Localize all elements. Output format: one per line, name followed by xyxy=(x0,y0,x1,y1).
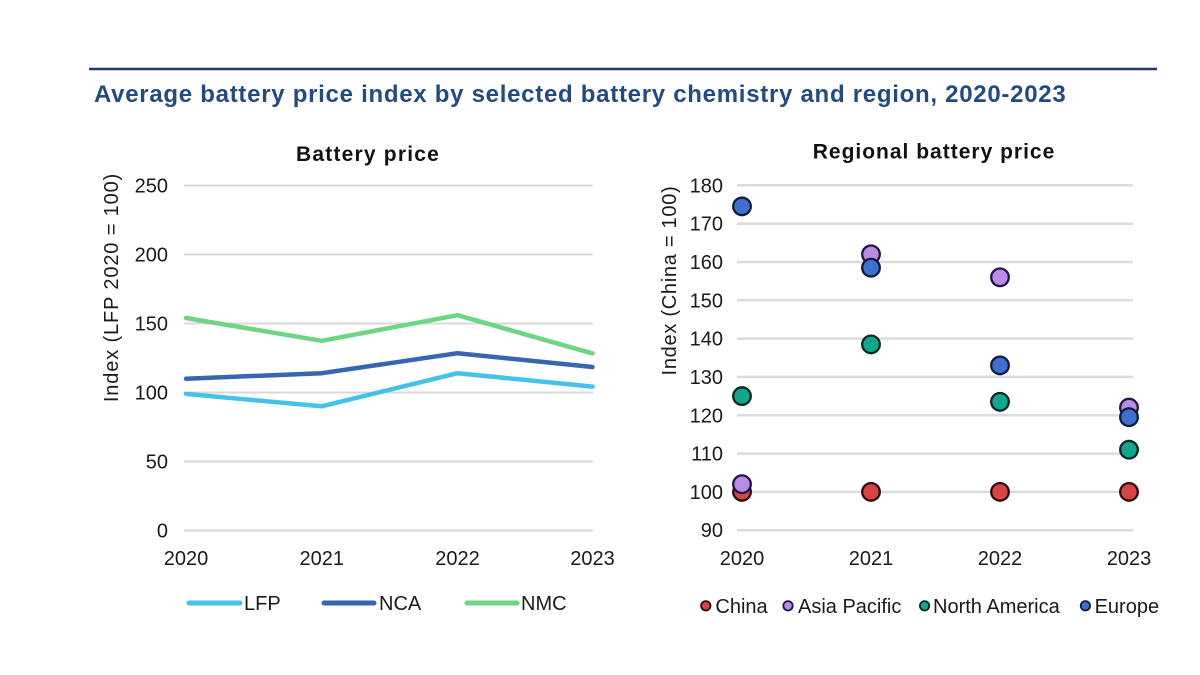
svg-text:Battery price: Battery price xyxy=(296,143,440,166)
svg-text:140: 140 xyxy=(690,329,723,351)
svg-text:LFP: LFP xyxy=(244,593,281,615)
svg-text:2022: 2022 xyxy=(978,548,1023,570)
svg-text:200: 200 xyxy=(135,245,168,267)
svg-text:250: 250 xyxy=(135,176,168,198)
svg-text:2023: 2023 xyxy=(570,548,615,570)
svg-text:2021: 2021 xyxy=(300,548,345,570)
svg-text:90: 90 xyxy=(701,520,723,542)
svg-text:China: China xyxy=(715,596,768,618)
svg-text:2020: 2020 xyxy=(720,548,765,570)
svg-text:170: 170 xyxy=(690,214,723,236)
svg-text:2022: 2022 xyxy=(435,548,480,570)
svg-text:180: 180 xyxy=(690,175,723,197)
svg-text:Europe: Europe xyxy=(1095,596,1160,618)
svg-text:2023: 2023 xyxy=(1107,548,1152,570)
svg-text:0: 0 xyxy=(157,521,168,543)
svg-text:North America: North America xyxy=(933,596,1061,618)
svg-text:Asia Pacific: Asia Pacific xyxy=(798,596,901,618)
svg-text:130: 130 xyxy=(690,367,723,389)
svg-text:50: 50 xyxy=(146,452,168,474)
svg-text:150: 150 xyxy=(135,314,168,336)
svg-text:Regional battery price: Regional battery price xyxy=(813,141,1056,164)
svg-text:Index (LFP 2020 = 100): Index (LFP 2020 = 100) xyxy=(101,173,123,402)
svg-text:150: 150 xyxy=(690,290,723,312)
svg-text:110: 110 xyxy=(691,444,723,466)
svg-text:Average battery price index by: Average battery price index by selected … xyxy=(94,81,1066,108)
svg-text:160: 160 xyxy=(690,252,723,274)
svg-text:2020: 2020 xyxy=(164,548,209,570)
svg-text:2021: 2021 xyxy=(849,548,894,570)
svg-text:100: 100 xyxy=(135,383,168,405)
svg-text:100: 100 xyxy=(690,482,723,504)
svg-text:120: 120 xyxy=(690,405,723,427)
svg-text:NCA: NCA xyxy=(379,593,422,615)
svg-text:Index (China = 100): Index (China = 100) xyxy=(659,186,681,376)
svg-text:NMC: NMC xyxy=(521,593,567,615)
